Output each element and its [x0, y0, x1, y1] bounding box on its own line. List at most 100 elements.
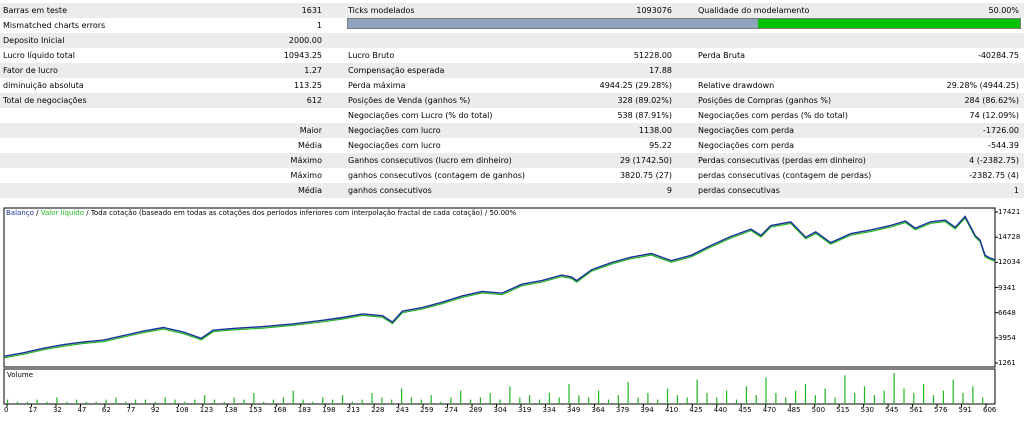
volume-bar: [154, 401, 156, 404]
volume-bar: [775, 392, 777, 404]
volume-bar: [479, 397, 481, 404]
volume-bar: [844, 375, 846, 404]
volume-bar: [932, 395, 935, 404]
report-label: Negociações com perda: [698, 141, 795, 150]
x-tick-label: 545: [885, 406, 899, 414]
volume-bar: [174, 399, 176, 404]
volume-bar: [607, 399, 610, 404]
x-tick-label: 62: [101, 406, 111, 414]
volume-bar: [696, 379, 698, 404]
volume-bar: [332, 399, 334, 404]
report-row: Mismatched charts errors 1: [0, 18, 1024, 33]
x-tick-label: 530: [860, 406, 874, 414]
report-value: 612: [306, 96, 322, 105]
x-tick-label: 183: [297, 406, 312, 414]
volume-bar: [381, 397, 383, 404]
report-value: -2382.75 (4): [969, 171, 1019, 180]
volume-bar: [952, 379, 954, 404]
report-label: Deposito Inicial: [3, 36, 65, 45]
report-row: Maior Negociações com lucro 1138.00 Negocia…: [0, 123, 1024, 138]
report-label: Compensação esperada: [348, 66, 445, 75]
y-tick-label: 6648: [998, 308, 1016, 317]
x-tick-label: 0: [4, 406, 9, 414]
volume-bar: [115, 397, 117, 404]
report-label: perdas consecutivas (contagem de perdas): [698, 171, 872, 180]
volume-bar: [371, 392, 373, 404]
report-value: Média: [297, 186, 322, 195]
report-label: Mismatched charts errors: [3, 21, 106, 30]
report-label: Negociações com perda: [698, 126, 795, 135]
report-value: 1.27: [304, 66, 322, 75]
volume-bar: [233, 397, 235, 404]
volume-bar: [16, 401, 19, 404]
volume-bar: [7, 399, 9, 404]
volume-bar: [204, 395, 206, 404]
x-tick-label: 364: [591, 406, 605, 414]
x-tick-label: 515: [836, 406, 850, 414]
x-tick-label: 123: [199, 406, 214, 414]
report-label: Negociações com Lucro (% do total): [348, 111, 493, 120]
report-value: 1: [1013, 186, 1019, 195]
volume-bar: [46, 401, 48, 404]
report-value: 95.22: [649, 141, 672, 150]
chart-legend: Balanço / Valor líquido / Toda cotação (…: [6, 209, 517, 217]
report-value: -1726.00: [983, 126, 1019, 135]
volume-bar: [26, 401, 28, 404]
volume-bar: [755, 395, 757, 404]
report-value: -40284.75: [977, 51, 1019, 60]
report-value: 29.28% (4944.25): [946, 81, 1019, 90]
volume-bar: [627, 381, 629, 404]
volume-bar: [420, 399, 422, 404]
volume-bar: [272, 399, 275, 404]
report-row: Total de negociações 612 Posições de Venda…: [0, 93, 1024, 108]
volume-bar: [765, 377, 767, 404]
report-value: 17.88: [649, 66, 672, 75]
report-value: 3820.75 (27): [619, 171, 672, 180]
report-label: diminuição absoluta: [3, 81, 84, 90]
volume-bar: [735, 399, 738, 404]
report-value: 284 (86.62%): [964, 96, 1019, 105]
x-tick-label: 47: [77, 406, 87, 414]
x-tick-label: 304: [493, 406, 507, 414]
y-tick-label: 12034: [998, 258, 1021, 267]
volume-bar: [854, 392, 856, 404]
x-tick-label: 17: [28, 406, 38, 414]
volume-bar: [351, 401, 353, 404]
x-tick-label: 228: [371, 406, 385, 414]
report-value: [180, 108, 322, 123]
volume-bar: [637, 397, 639, 404]
report-row: Média ganhos consecutivos 9 perdas consecut…: [0, 183, 1024, 198]
x-tick-label: 168: [273, 406, 287, 414]
x-tick-label: 470: [762, 406, 777, 414]
volume-bar: [903, 388, 905, 404]
x-tick-label: 576: [934, 406, 948, 414]
volume-bar: [56, 397, 58, 404]
report-value: [880, 33, 1019, 48]
volume-bar: [529, 395, 531, 404]
volume-bar: [95, 401, 97, 404]
x-tick-label: 394: [640, 406, 654, 414]
volume-bar: [834, 397, 836, 404]
volume-bar: [824, 388, 826, 404]
report-label: Perda Bruta: [698, 51, 746, 60]
report-label: ganhos consecutivos: [348, 186, 432, 195]
volume-frame: [3, 368, 996, 405]
report-value: 113.25: [294, 81, 322, 90]
report-label: Perda máxima: [348, 81, 406, 90]
report-label: Lucro líquido total: [3, 51, 75, 60]
volume-bar: [548, 392, 550, 404]
report-value: 50.00%: [988, 6, 1019, 15]
report-value: 1138.00: [638, 126, 672, 135]
balance-chart: [3, 207, 998, 407]
legend-description: Toda cotação (baseado em todas as cotaçõ…: [90, 209, 517, 217]
report-row: diminuição absoluta 113.25 Perda máxima 494…: [0, 78, 1024, 93]
volume-bar: [804, 384, 807, 404]
volume-bar: [302, 399, 304, 404]
volume-bar: [194, 399, 196, 404]
x-tick-label: 274: [444, 406, 458, 414]
volume-bar: [213, 399, 215, 404]
report-value: Máximo: [290, 171, 322, 180]
report-value: -544.39: [988, 141, 1019, 150]
volume-label: Volume: [7, 371, 34, 379]
volume-bar: [647, 392, 649, 404]
